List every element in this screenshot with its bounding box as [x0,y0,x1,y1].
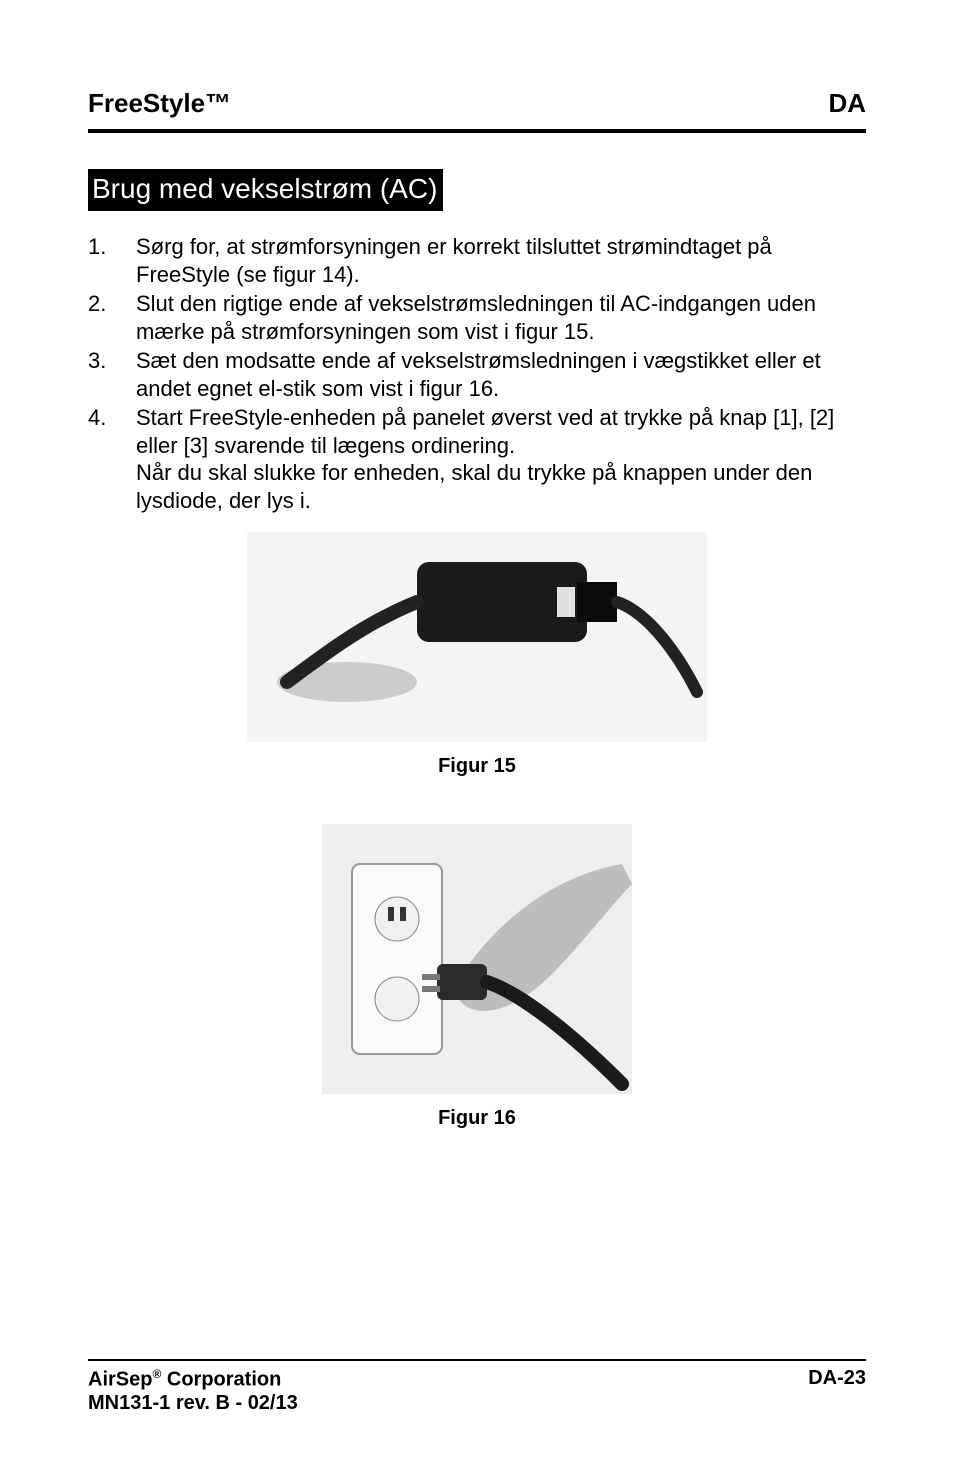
list-item: 3. Sæt den modsatte ende af vekselstrøms… [88,347,866,402]
figure-15: Figur 15 [88,532,866,778]
section-title: Brug med vekselstrøm (AC) [88,169,443,211]
page-number: DA-23 [808,1367,866,1392]
item-number: 2. [88,290,136,345]
footer-rule [88,1359,866,1361]
header-rule [88,129,866,133]
list-item: 1. Sørg for, at strømforsyningen er korr… [88,233,866,288]
instructions-list: 1. Sørg for, at strømforsyningen er korr… [88,233,866,514]
section-title-wrap: Brug med vekselstrøm (AC) [88,169,866,233]
item-text: Sæt den modsatte ende af vekselstrømsled… [136,347,866,402]
figure-15-caption: Figur 15 [88,755,866,778]
footer: AirSep® Corporation DA-23 MN131-1 rev. B… [88,1359,866,1415]
item-number: 4. [88,404,136,514]
item-number: 3. [88,347,136,402]
company-post: Corporation [161,1369,281,1391]
footer-revision: MN131-1 rev. B - 02/13 [88,1392,866,1415]
company-registered-mark: ® [152,1367,161,1381]
product-name: FreeStyle™ [88,88,231,119]
header-row: FreeStyle™ DA [88,88,866,119]
ordered-list: 1. Sørg for, at strømforsyningen er korr… [88,233,866,514]
item-text: Sørg for, at strømforsyningen er korrekt… [136,233,866,288]
power-supply-photo [247,532,707,742]
item-text: Start FreeStyle-enheden på panelet øvers… [136,404,866,514]
list-item: 2. Slut den rigtige ende af vekselstrøms… [88,290,866,345]
figure-16: Figur 16 [88,796,866,1130]
item-number: 1. [88,233,136,288]
item-text: Slut den rigtige ende af vekselstrømsled… [136,290,866,345]
company-pre: AirSep [88,1369,152,1391]
footer-company: AirSep® Corporation [88,1367,281,1392]
page: FreeStyle™ DA Brug med vekselstrøm (AC) … [0,0,954,1475]
wall-outlet-photo [322,824,632,1094]
list-item: 4. Start FreeStyle-enheden på panelet øv… [88,404,866,514]
language-code: DA [828,88,866,119]
footer-row: AirSep® Corporation DA-23 [88,1367,866,1392]
figure-16-caption: Figur 16 [88,1107,866,1130]
